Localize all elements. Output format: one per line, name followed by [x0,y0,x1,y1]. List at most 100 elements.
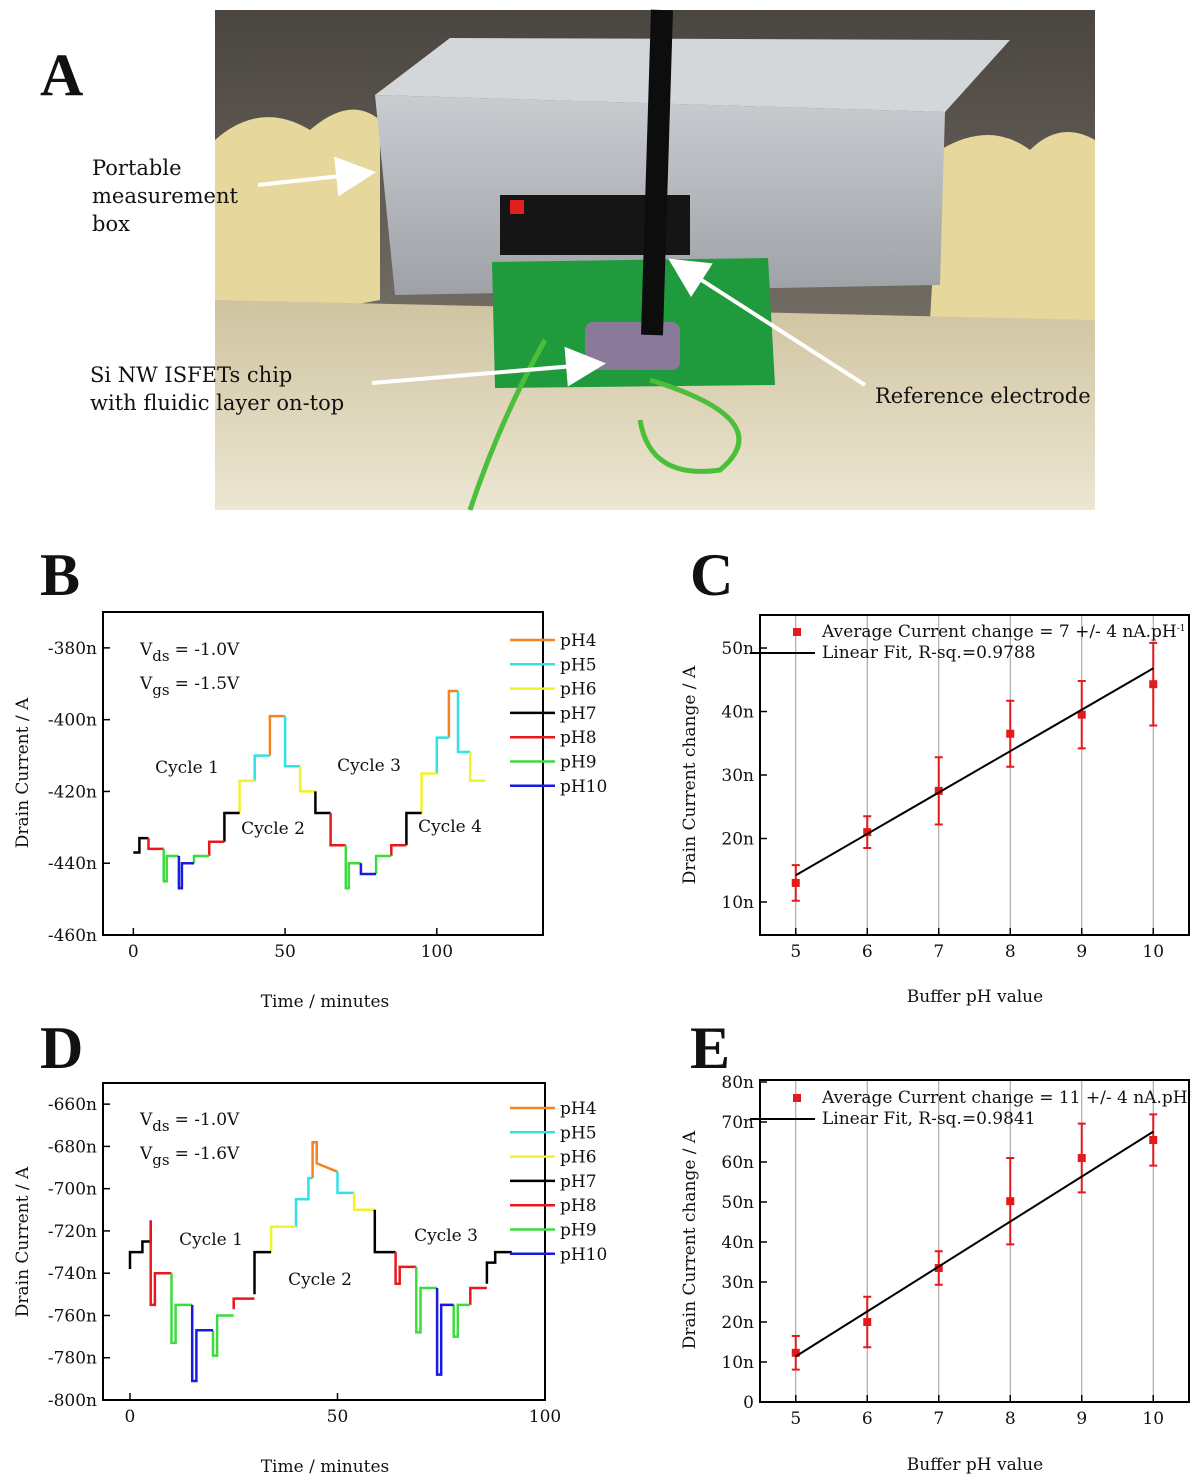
legend-label: pH8 [560,728,597,748]
legend-name: Linear Fit, R-sq.=0.9788 [822,643,1036,663]
x-tick-label: 50 [274,942,296,962]
series-line [269,1192,375,1253]
y-tick-label: 80n [721,1073,754,1093]
legend-label: Linear Fit, R-sq.=0.9841 [822,1109,1036,1129]
x-axis-label: Buffer pH value [907,987,1043,1007]
plot-frame [759,614,1190,936]
photo-label: Portable [92,156,182,180]
cycle-label: Cycle 1 [155,758,219,778]
y-tick-label: 40n [721,1233,754,1253]
x-tick-label: 10 [1142,1409,1164,1429]
legend-label: pH5 [560,1123,597,1143]
x-tick-label: 8 [1005,942,1016,962]
series-line [238,752,486,813]
photo-label: Si NW ISFETs chip [90,363,292,387]
plot-frame [102,611,544,936]
y-axis-label: Drain Current / A [13,1166,33,1317]
cycle-label: Cycle 2 [288,1270,352,1290]
y-tick-label: 60n [721,1153,754,1173]
x-tick-label: 100 [421,942,453,962]
series-line [795,667,1154,877]
panel-label: A [40,42,83,108]
x-tick-label: 0 [125,1407,136,1427]
photo: A Portable measurement box Si NW ISFETs … [40,9,1095,511]
legend-label: pH4 [560,1099,597,1119]
arrow [668,258,867,387]
x-tick-label: 5 [790,1409,801,1429]
series-line [294,1171,355,1227]
voltage-subscript: ds [152,1117,169,1135]
y-tick-label: 40n [721,703,754,723]
voltage-subscript: ds [152,647,169,665]
wire [467,338,742,511]
voltage-label: Vgs = -1.6V [139,1144,240,1169]
series-line [311,1140,338,1179]
legend-superscript: -1 [1177,624,1186,634]
x-tick-label: 7 [933,942,944,962]
x-tick-label: 8 [1005,1409,1016,1429]
photo-label: box [92,212,130,236]
arrow [257,156,376,197]
point [934,1264,943,1272]
voltage-subscript: gs [152,1151,169,1169]
legend-label: pH7 [560,1172,597,1192]
legend-label: Average Current change = 7 +/- 4 nA.pH-1 [821,622,1186,642]
voltage-symbol: V [139,1110,153,1130]
y-tick-label: -420n [48,782,97,802]
y-tick-label: -380n [48,639,97,659]
x-tick-label: 7 [933,1409,944,1429]
point [1149,680,1158,689]
legend-superscript: -1 [1188,1090,1192,1100]
x-axis-label: Buffer pH value [907,1455,1043,1475]
electrode [641,9,673,336]
panel-label: B [40,542,80,608]
point [1077,710,1086,719]
y-tick-label: -720n [48,1222,97,1242]
voltage-label: Vds = -1.0V [139,1110,240,1135]
series-line [128,1209,512,1295]
legend-name: Linear Fit, R-sq.=0.9841 [822,1109,1036,1129]
x-tick-label: 50 [327,1407,349,1427]
series-line [149,1220,487,1310]
cycle-label: Cycle 4 [418,817,482,837]
x-tick-label: 10 [1142,942,1164,962]
voltage-subscript: gs [152,681,169,699]
legend-swatch [793,628,801,636]
y-tick-label: -740n [48,1264,97,1284]
legend-label: Average Current change = 11 +/- 4 nA.pH-… [821,1088,1192,1108]
y-tick-label: 20n [721,1313,754,1333]
point [863,828,872,837]
box-top [375,38,1010,112]
y-tick-label: 20n [721,829,754,849]
y-tick-label: 10n [721,893,754,913]
y-tick-label: -800n [48,1391,97,1411]
y-tick-label: -780n [48,1349,97,1369]
panel-label: E [690,1015,730,1081]
point [934,786,943,795]
led [510,200,524,214]
series-line [162,845,392,890]
legend-name: Average Current change = 11 +/- 4 nA.pH [821,1088,1188,1108]
series-line [190,1288,454,1383]
legend-label: pH7 [560,704,597,724]
y-tick-label: -680n [48,1137,97,1157]
plot-frame [102,1082,546,1401]
x-tick-label: 9 [1076,942,1087,962]
point [863,1318,872,1326]
y-tick-label: -460n [48,926,97,946]
series-line [147,813,407,856]
y-tick-label: 0 [743,1393,754,1413]
point [791,878,800,887]
series-line [253,691,471,781]
y-axis-label: Drain Current / A [13,697,33,848]
x-axis-label: Time / minutes [261,992,390,1012]
voltage-value: = -1.6V [175,1144,240,1164]
x-tick-label: 0 [128,942,139,962]
series-line [268,689,458,756]
point [1077,1154,1086,1162]
panel-label: D [40,1015,83,1081]
photo-label: Reference electrode [875,384,1091,408]
cycle-label: Cycle 3 [337,756,401,776]
x-tick-label: 6 [862,942,873,962]
cycle-label: Cycle 3 [414,1226,478,1246]
